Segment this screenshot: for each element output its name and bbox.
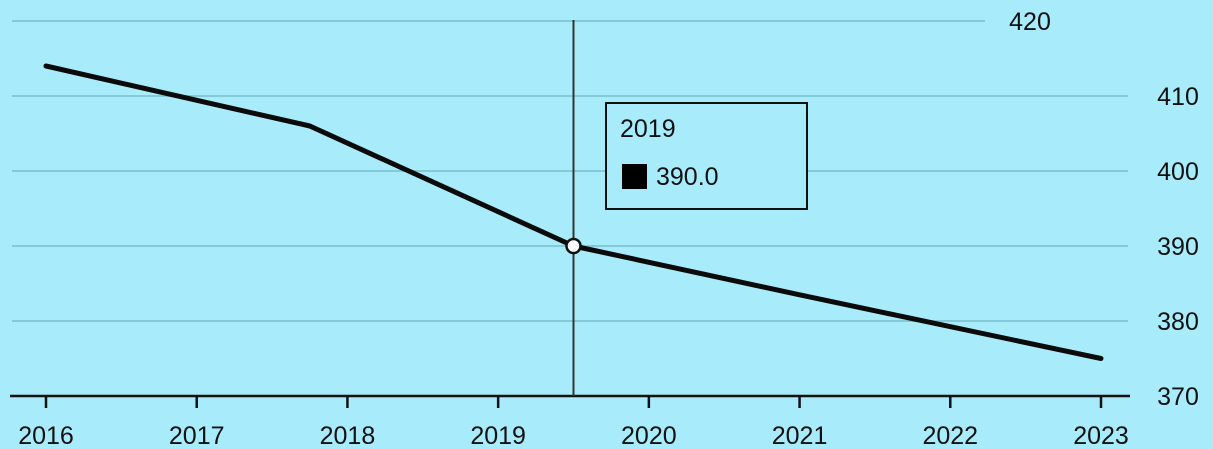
x-axis-ticks: 2016 2017 2018 2019 2020 2021 2022 2023 <box>18 396 1129 449</box>
hover-point-marker[interactable] <box>565 237 582 255</box>
gridlines <box>12 20 1128 322</box>
x-tick-label-2019: 2019 <box>470 422 526 449</box>
y-tick-label-370: 370 <box>1157 383 1199 411</box>
x-tick-label-2017: 2017 <box>169 422 225 449</box>
x-tick-label-2016: 2016 <box>18 422 74 449</box>
y-axis-ticks: 370 380 390 400 410 420 <box>1009 8 1199 411</box>
tooltip-box <box>605 102 808 210</box>
tooltip: 2019 390.0 <box>605 102 808 210</box>
y-tick-label-410: 410 <box>1157 83 1199 111</box>
x-tick-label-2022: 2022 <box>922 422 978 449</box>
x-tick-label-2020: 2020 <box>621 422 677 449</box>
tooltip-label: 2019 <box>620 115 676 143</box>
tooltip-swatch <box>622 164 647 189</box>
y-tick-label-380: 380 <box>1157 308 1199 336</box>
x-tick-label-2021: 2021 <box>772 422 828 449</box>
x-tick-label-2023: 2023 <box>1073 422 1129 449</box>
tooltip-value: 390.0 <box>656 163 719 191</box>
y-tick-label-390: 390 <box>1157 233 1199 261</box>
y-tick-label-400: 400 <box>1157 158 1199 186</box>
y-tick-label-420: 420 <box>1009 8 1051 36</box>
x-tick-label-2018: 2018 <box>320 422 376 449</box>
